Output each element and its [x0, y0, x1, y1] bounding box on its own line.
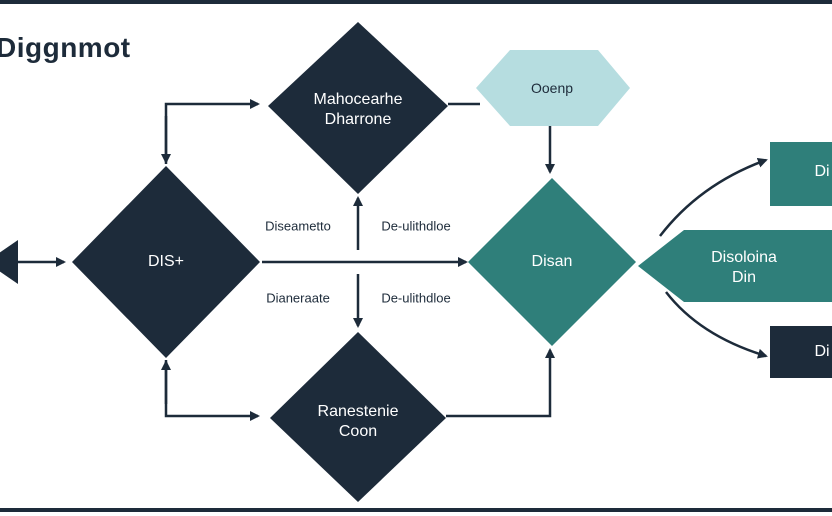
- edge-label-lower-right: De-ulithdloe: [381, 290, 451, 306]
- connector-center-to-right-bottom: [665, 291, 768, 359]
- top-right-hexagon-label: Ooenp: [530, 80, 574, 96]
- top-diamond[interactable]: [268, 22, 448, 194]
- edge-label-lower-left: Dianeraate: [266, 290, 330, 306]
- edge-label-upper-left: Diseametto: [265, 218, 331, 234]
- right-bottom-box[interactable]: [770, 326, 832, 378]
- right-top-box[interactable]: [770, 142, 832, 206]
- right-bottom-box-label: Di: [814, 343, 830, 360]
- connector-dis-to-top: [164, 99, 260, 164]
- right-pointer-label: Disoloina Din: [711, 249, 777, 286]
- connector-bottom-to-center: [446, 348, 555, 418]
- top-diamond-label: Mahocearhe Dharrone: [313, 91, 403, 128]
- connector-center-to-right-top: [659, 158, 768, 237]
- right-pointer-shape[interactable]: [638, 230, 832, 302]
- dis-plus-diamond[interactable]: [72, 166, 260, 358]
- bottom-diamond[interactable]: [270, 332, 446, 502]
- top-right-hexagon[interactable]: [476, 50, 630, 126]
- center-teal-label: Disan: [531, 253, 573, 270]
- diagram-shapes: [0, 22, 832, 502]
- diagram-title: Diggnmot: [0, 32, 131, 63]
- edge-label-upper-right: De-ulithdloe: [381, 218, 451, 234]
- right-top-box-label: Di: [814, 163, 830, 180]
- dis-plus-label: DIS+: [147, 253, 185, 270]
- bottom-diamond-label: Ranestenie Coon: [317, 403, 399, 440]
- left-stub-shape: [0, 240, 18, 284]
- connector-dis-to-bottom: [164, 360, 260, 421]
- center-teal-diamond[interactable]: [468, 178, 636, 346]
